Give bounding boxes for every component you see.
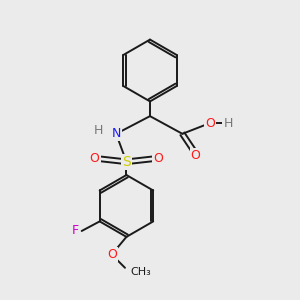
Text: H: H	[94, 124, 103, 137]
Text: H: H	[223, 117, 233, 130]
Text: O: O	[191, 148, 201, 161]
Text: CH₃: CH₃	[131, 267, 152, 277]
Text: F: F	[71, 224, 79, 238]
Text: N: N	[112, 127, 121, 140]
Text: O: O	[153, 152, 163, 165]
Text: S: S	[122, 155, 131, 169]
Text: O: O	[107, 248, 117, 261]
Text: O: O	[90, 152, 100, 165]
Text: O: O	[206, 117, 215, 130]
